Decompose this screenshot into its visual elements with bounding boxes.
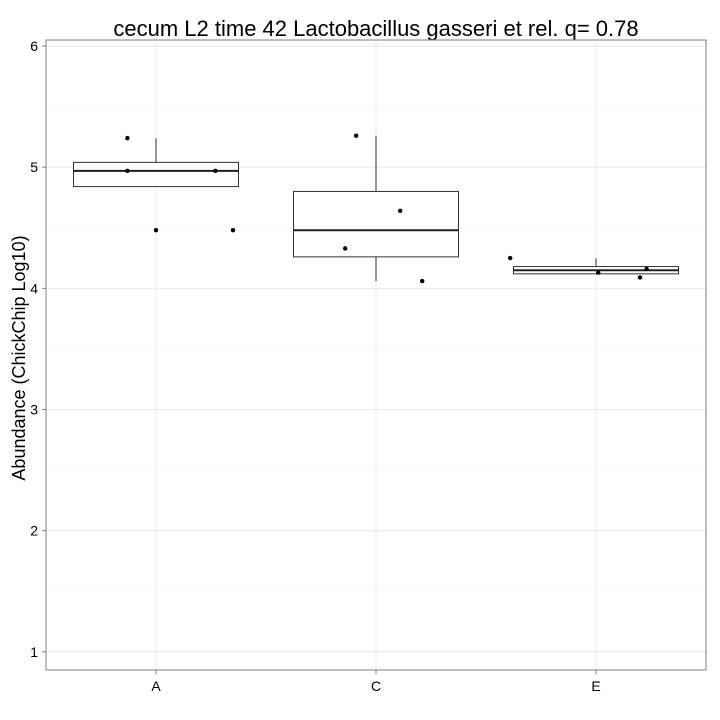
x-tick-label: C	[371, 678, 381, 694]
data-point	[354, 133, 359, 138]
data-point	[420, 278, 425, 284]
y-tick-label: 5	[30, 159, 38, 175]
y-tick-label: 1	[30, 644, 38, 660]
box	[293, 190, 459, 258]
data-point	[596, 270, 601, 275]
data-point	[508, 255, 513, 261]
data-point	[153, 228, 159, 233]
y-tick-label: 2	[30, 523, 38, 539]
data-point	[213, 168, 218, 174]
x-tick-label: A	[151, 678, 161, 694]
data-point	[398, 208, 403, 214]
data-point	[125, 135, 130, 141]
y-tick-label: 3	[30, 402, 38, 418]
x-tick-label: E	[591, 678, 600, 694]
box	[73, 161, 239, 188]
data-point	[343, 246, 348, 251]
plot-panel	[45, 39, 707, 671]
y-tick-label: 4	[30, 280, 38, 296]
y-axis-title: Abundance (ChickChip Log10)	[9, 235, 29, 480]
data-point	[644, 266, 649, 272]
data-point	[637, 275, 643, 280]
data-point	[230, 228, 236, 233]
data-point	[125, 168, 130, 174]
boxplot-e	[513, 258, 679, 275]
boxplot-c	[293, 135, 459, 282]
boxplot-a	[73, 138, 239, 188]
y-tick-label: 6	[30, 38, 38, 54]
chart-title: cecum L2 time 42 Lactobacillus gasseri e…	[113, 16, 638, 41]
